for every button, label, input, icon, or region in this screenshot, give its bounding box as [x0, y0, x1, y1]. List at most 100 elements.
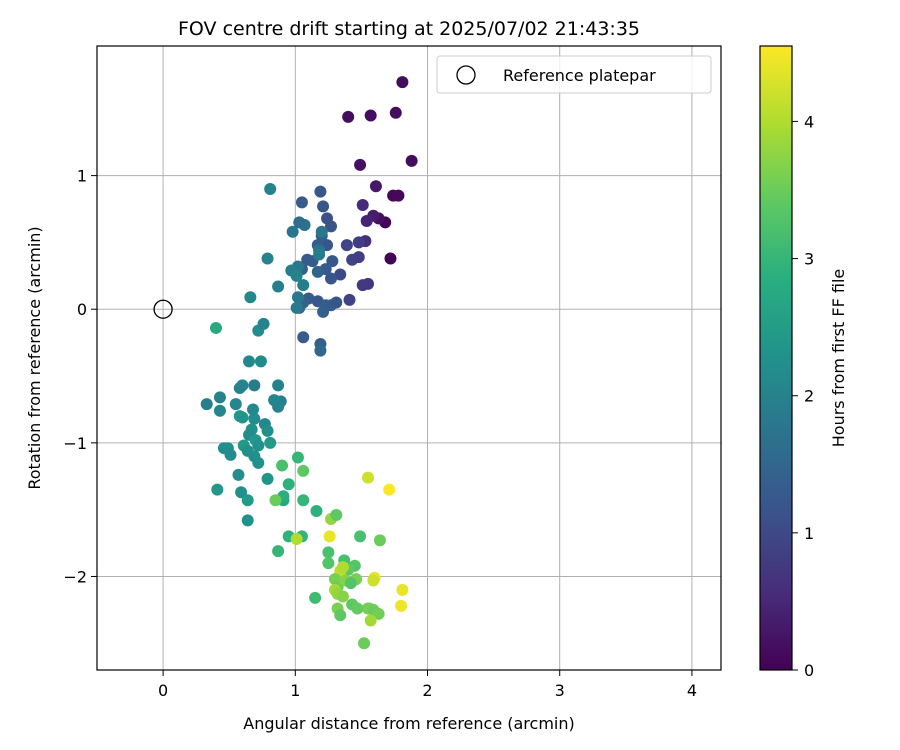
scatter-point	[282, 478, 295, 491]
scatter-point	[297, 494, 310, 507]
colorbar-tick-label: 4	[804, 112, 814, 131]
y-tick-label: 0	[77, 300, 87, 319]
scatter-point	[356, 279, 369, 292]
chart-title: FOV centre drift starting at 2025/07/02 …	[178, 18, 640, 40]
scatter-point	[233, 382, 246, 395]
scatter-point	[272, 545, 285, 558]
scatter-point	[311, 265, 324, 278]
scatter-point	[396, 76, 409, 89]
x-tick-label: 0	[158, 681, 168, 700]
scatter-point	[291, 291, 304, 304]
scatter-point	[317, 200, 330, 213]
scatter-point	[241, 514, 254, 527]
colorbar-tick-label: 1	[804, 524, 814, 543]
scatter-point	[290, 301, 303, 314]
scatter-point	[269, 494, 282, 507]
colorbar: 0 1 2 3 4 Hours from first FF file	[759, 45, 848, 680]
colorbar-frame	[759, 45, 793, 671]
scatter-point	[213, 391, 226, 404]
scatter-point	[323, 530, 336, 543]
grid	[97, 46, 721, 670]
scatter-point	[369, 180, 382, 193]
y-tick-label: −1	[63, 434, 87, 453]
scatter-point	[325, 272, 337, 285]
scatter-point	[330, 509, 343, 521]
scatter-point	[224, 448, 237, 461]
scatter-point	[340, 239, 353, 252]
scatter-point	[243, 355, 256, 368]
scatter-point	[314, 185, 327, 198]
scatter-point	[301, 253, 314, 266]
scatter-point	[247, 403, 259, 416]
scatter-point	[343, 293, 356, 306]
scatter-point	[309, 591, 322, 604]
y-axis-label: Rotation from reference (arcmin)	[25, 226, 44, 489]
colorbar-ticks: 0 1 2 3 4	[792, 112, 814, 680]
y-tick-label: 1	[77, 167, 87, 186]
colorbar-gradient	[760, 46, 792, 670]
scatter-point	[310, 504, 323, 517]
reference-platepar-marker	[153, 299, 173, 319]
scatter-point	[322, 546, 335, 559]
scatter-point	[293, 216, 306, 229]
y-tick-label: −2	[63, 567, 87, 586]
scatter-point	[276, 459, 289, 472]
scatter-point	[352, 236, 365, 249]
legend-box	[436, 55, 712, 94]
scatter-point	[372, 607, 385, 620]
scatter-point	[244, 291, 257, 304]
scatter-point	[236, 411, 249, 424]
scatter-point	[325, 220, 337, 233]
scatter-point	[358, 637, 371, 650]
scatter-point	[261, 472, 274, 485]
scatter-point	[336, 590, 349, 603]
scatter-point	[313, 248, 326, 261]
scatter-point	[334, 609, 347, 622]
scatter-point	[396, 583, 409, 596]
scatter-point	[272, 379, 285, 392]
scatter-point	[290, 533, 303, 546]
scatter-point	[295, 196, 308, 209]
x-axis-ticks: 0 1 2 3 4	[158, 670, 697, 700]
scatter-point	[314, 344, 327, 357]
scatter-point	[315, 225, 328, 238]
scatter-point	[392, 189, 405, 202]
legend-entry-label: Reference platepar	[503, 66, 656, 85]
scatter-point	[334, 268, 347, 281]
scatter-point	[297, 279, 310, 292]
scatter-point	[405, 154, 418, 167]
scatter-point	[336, 561, 349, 574]
scatter-point	[344, 577, 357, 590]
x-tick-label: 2	[422, 681, 432, 700]
scatter-point	[354, 530, 367, 543]
scatter-point	[395, 599, 408, 612]
scatter-point	[342, 110, 355, 123]
x-tick-label: 1	[290, 681, 300, 700]
scatter-point	[252, 456, 265, 469]
scatter-point	[297, 331, 310, 344]
scatter-point	[272, 400, 285, 413]
scatter-point	[354, 158, 367, 171]
scatter-point	[257, 317, 270, 330]
scatter-point	[326, 255, 339, 268]
legend-open-circle-marker	[456, 65, 476, 85]
scatter-point	[200, 398, 213, 411]
scatter-point	[364, 614, 377, 627]
scatter-point	[209, 321, 222, 334]
reference-layer	[153, 299, 173, 319]
scatter-point	[229, 398, 242, 411]
x-tick-label: 3	[555, 681, 565, 700]
x-tick-label: 4	[687, 681, 697, 700]
colorbar-tick-label: 2	[804, 387, 814, 406]
scatter-point	[330, 296, 343, 309]
scatter-point	[211, 483, 224, 496]
scatter-point	[356, 199, 369, 212]
scatter-point	[235, 486, 248, 499]
scatter-points	[200, 76, 418, 650]
scatter-point	[362, 471, 375, 484]
colorbar-tick-label: 3	[804, 250, 814, 269]
scatter-point	[232, 468, 245, 481]
scatter-point	[252, 439, 265, 452]
scatter-point	[213, 404, 226, 417]
